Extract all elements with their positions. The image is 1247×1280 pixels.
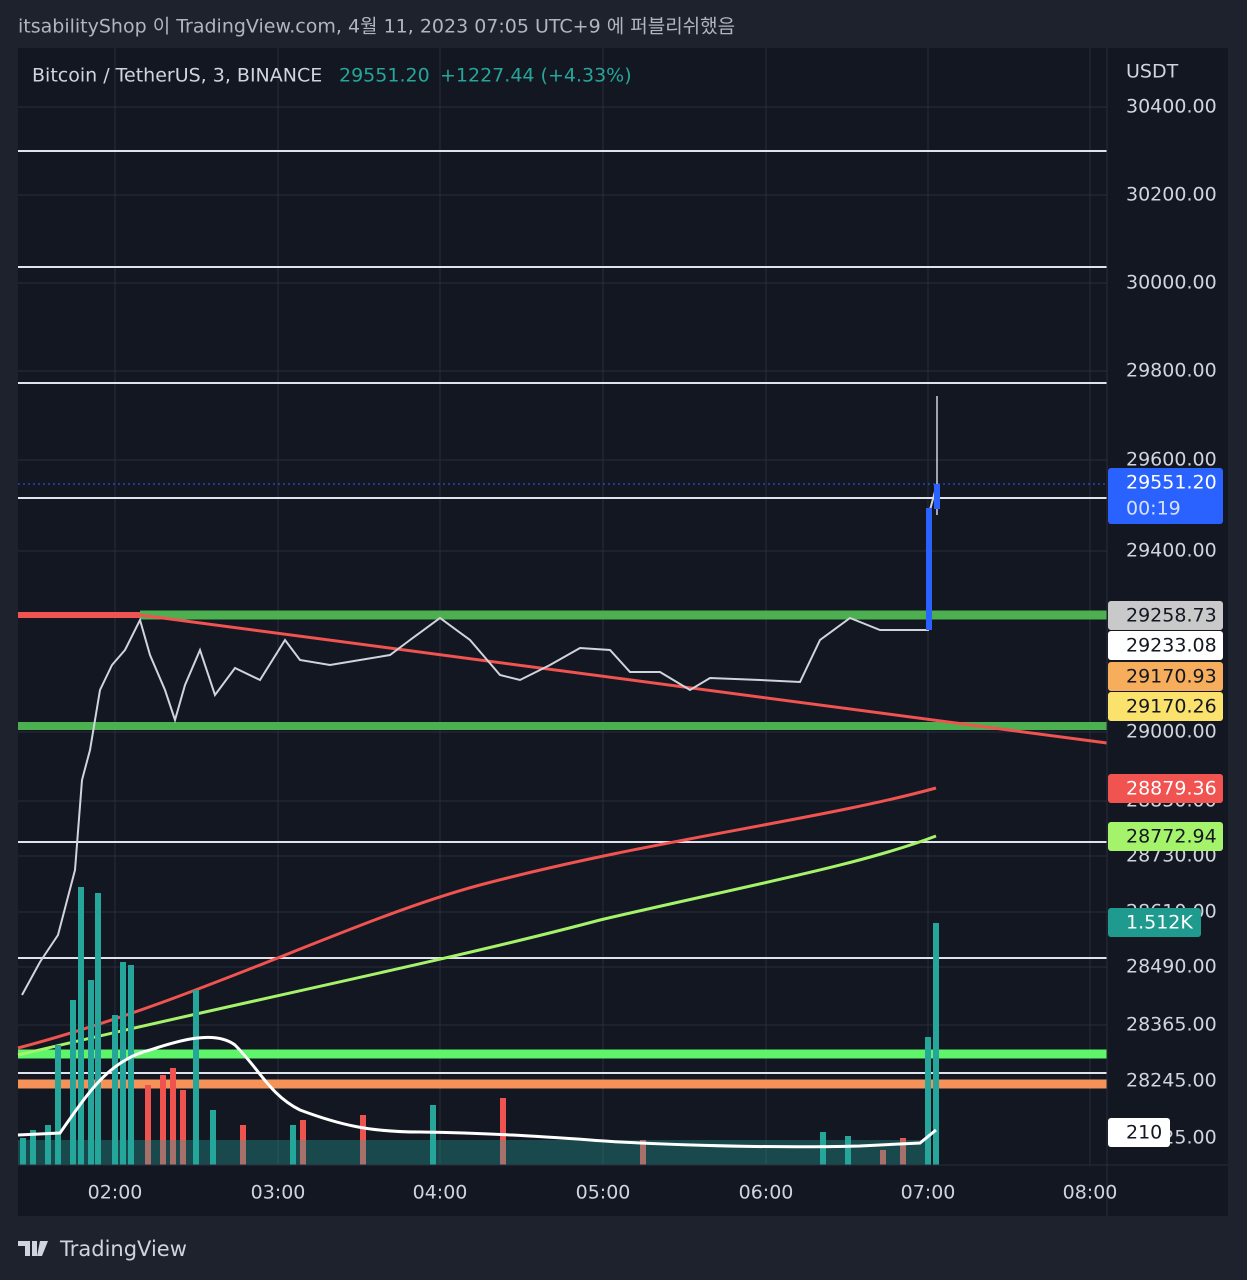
price-tag	[1108, 601, 1223, 630]
time-label: 06:00	[739, 1182, 794, 1204]
symbol-change: +1227.44 (+4.33%)	[440, 65, 632, 87]
time-label: 03:00	[251, 1182, 306, 1204]
price-tag-value: 29258.73	[1126, 605, 1217, 627]
ma-red	[17, 786, 937, 1050]
price-tag-value: 210	[1126, 1122, 1162, 1144]
last-candle	[934, 484, 940, 509]
price-unit: USDT	[1126, 61, 1179, 83]
price-label: 30400.00	[1126, 96, 1217, 118]
price-tag-value: 29233.08	[1126, 635, 1217, 657]
price-tag	[1108, 1118, 1170, 1147]
time-label: 02:00	[88, 1182, 143, 1204]
time-axis: 02:00 03:00 04:00 05:00 06:00 07:00 08:00	[88, 1182, 1118, 1204]
price-tag-value: 1.512K	[1126, 912, 1193, 934]
price-label: 30000.00	[1126, 272, 1217, 294]
price-label: 28490.00	[1126, 956, 1217, 978]
time-label: 05:00	[576, 1182, 631, 1204]
symbol-price: 29551.20	[339, 65, 430, 87]
time-label: 04:00	[413, 1182, 468, 1204]
price-tag-value: 29170.26	[1126, 696, 1217, 718]
price-tag	[1108, 662, 1223, 691]
price-axis: 30400.00 30200.00 30000.00 29800.00 29600.00…	[1126, 96, 1217, 1149]
price-line	[21, 483, 938, 996]
footer-brand: TradingView	[59, 1237, 187, 1261]
price-label: 28365.00	[1126, 1014, 1217, 1036]
price-label: 29800.00	[1126, 360, 1217, 382]
price-tag	[1108, 692, 1223, 721]
volume-bars	[18, 887, 939, 1165]
grid	[18, 48, 1107, 1165]
ma-green	[17, 834, 937, 1057]
header: itsabilityShop 이 TradingView.com, 4월 11,…	[18, 16, 735, 38]
price-label: 28245.00	[1126, 1070, 1217, 1092]
price-tag-value: 29170.93	[1126, 666, 1217, 688]
price-label: 29400.00	[1126, 540, 1217, 562]
price-tag-value: 29551.20	[1126, 472, 1217, 494]
chart-frame	[18, 48, 1228, 1216]
price-tag	[1108, 468, 1223, 524]
time-label: 08:00	[1063, 1182, 1118, 1204]
price-tag	[1108, 774, 1223, 803]
price-label: 29000.00	[1126, 721, 1217, 743]
symbol-name: Bitcoin / TetherUS, 3, BINANCE	[32, 65, 322, 87]
price-tag-value: 28879.36	[1126, 778, 1217, 800]
logo	[18, 1241, 48, 1256]
big-candle	[926, 508, 932, 630]
price-tag-value: 28772.94	[1126, 826, 1217, 848]
time-label: 07:00	[901, 1182, 956, 1204]
trend-line	[139, 613, 1108, 745]
price-tag	[1108, 908, 1201, 937]
volume-ma	[17, 1035, 937, 1149]
price-tag-timer: 00:19	[1126, 498, 1181, 520]
price-label: 29600.00	[1126, 449, 1217, 471]
price-tags: 29551.20 00:19 29258.73 29233.08 29170.93 291…	[1108, 468, 1223, 1147]
price-tag	[1108, 631, 1223, 660]
price-tag	[1108, 822, 1223, 851]
price-label: 30200.00	[1126, 184, 1217, 206]
